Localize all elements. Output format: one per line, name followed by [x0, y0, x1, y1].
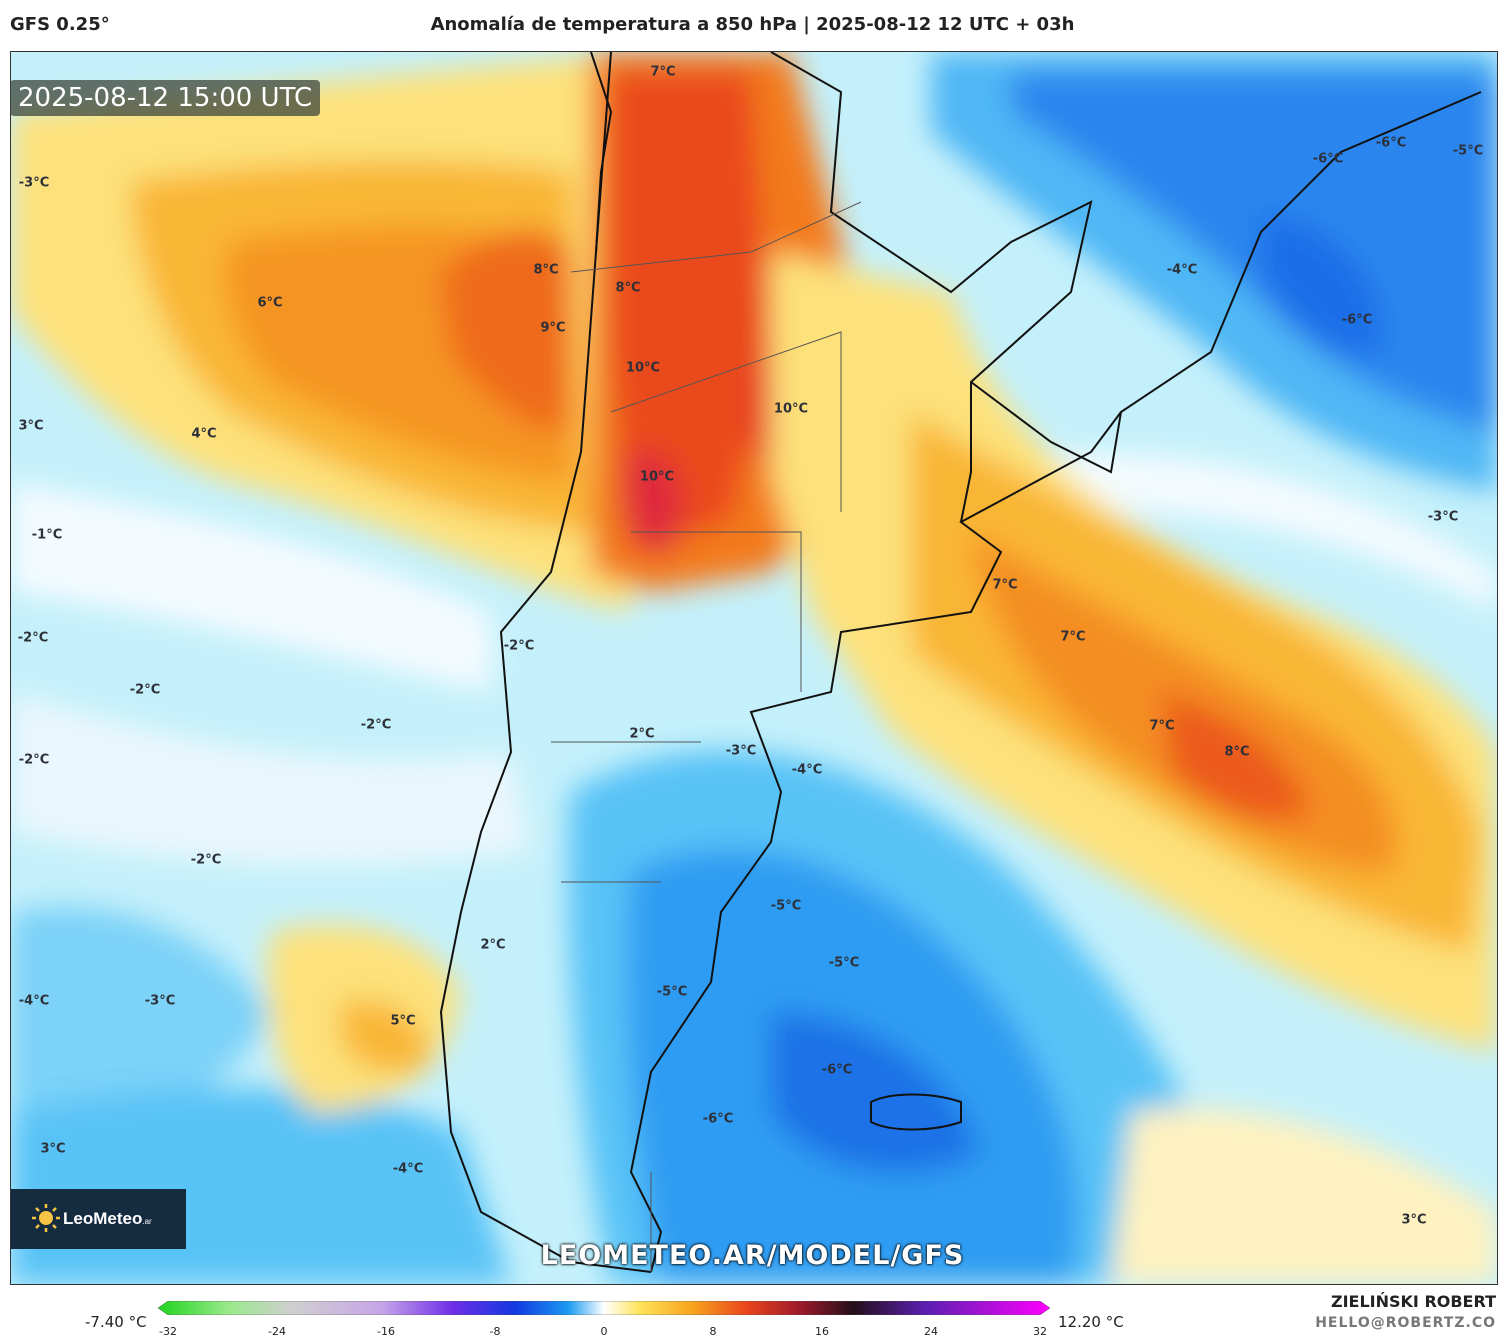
anomaly-field [11, 52, 1497, 1284]
isotherm-label: -4°C [18, 993, 50, 1009]
isotherm-label: 10°C [625, 360, 661, 376]
isotherm-label: 7°C [650, 64, 676, 80]
colorbar-tick-label: 0 [600, 1325, 608, 1338]
isotherm-label: -2°C [503, 638, 535, 654]
falkland-islands [870, 1093, 962, 1131]
isotherm-label: -3°C [725, 743, 757, 759]
isotherm-label: 7°C [1149, 718, 1175, 734]
colorbar-tick-label: 32 [1033, 1325, 1047, 1338]
sun-icon [32, 1204, 60, 1232]
colorbar-tick-label: -32 [159, 1325, 177, 1338]
colorbar-min-label: -7.40 °C [85, 1313, 147, 1331]
colorbar-tick-label: 24 [924, 1325, 938, 1338]
isotherm-label: -6°C [1312, 151, 1344, 167]
model-name: GFS 0.25° [10, 14, 110, 35]
isotherm-label: 2°C [629, 726, 655, 742]
isotherm-label: 7°C [992, 577, 1018, 593]
isotherm-label: -3°C [18, 175, 50, 191]
isotherm-label: -6°C [1375, 135, 1407, 151]
isotherm-label: -5°C [656, 984, 688, 1000]
map-title: Anomalía de temperatura a 850 hPa | 2025… [430, 14, 1075, 35]
colorbar [158, 1301, 1050, 1315]
colorbar-tick-label: -16 [377, 1325, 395, 1338]
author-name: ZIELIŃSKI ROBERT [1330, 1292, 1496, 1311]
isotherm-label: -6°C [702, 1111, 734, 1127]
isotherm-label: 3°C [18, 418, 44, 434]
logo-wordmark: LeoMeteo.ar [63, 1209, 152, 1228]
isotherm-label: -6°C [821, 1062, 853, 1078]
isotherm-label: 7°C [1060, 629, 1086, 645]
isotherm-label: 9°C [540, 320, 566, 336]
colorbar-max-label: 12.20 °C [1058, 1313, 1124, 1331]
isotherm-label: -3°C [1427, 509, 1459, 525]
isotherm-label: -2°C [129, 682, 161, 698]
isotherm-label: -2°C [17, 630, 49, 646]
colorbar-tick-label: -8 [489, 1325, 501, 1338]
isotherm-label: -2°C [190, 852, 222, 868]
colorbar-tick-label: 16 [815, 1325, 829, 1338]
isotherm-label: -5°C [770, 898, 802, 914]
isotherm-label: -6°C [1341, 312, 1373, 328]
isotherm-label: 4°C [191, 426, 217, 442]
valid-time-stamp: 2025-08-12 15:00 UTC [10, 80, 321, 116]
isotherm-label: -4°C [392, 1161, 424, 1177]
isotherm-label: -2°C [360, 717, 392, 733]
isotherm-label: -2°C [18, 752, 50, 768]
isotherm-label: -4°C [791, 762, 823, 778]
isotherm-label: -5°C [1452, 143, 1484, 159]
isotherm-label: -3°C [144, 993, 176, 1009]
isotherm-label: 2°C [480, 937, 506, 953]
model-url-watermark: LEOMETEO.AR/MODEL/GFS [540, 1240, 965, 1271]
isotherm-label: -4°C [1166, 262, 1198, 278]
author-email: HELLO@ROBERTZ.CO [1315, 1315, 1496, 1331]
isotherm-label: 3°C [1401, 1212, 1427, 1228]
isotherm-label: 10°C [639, 469, 675, 485]
leometeo-logo: LeoMeteo.ar [11, 1189, 186, 1249]
isotherm-label: 8°C [615, 280, 641, 296]
colorbar-tick-label: 8 [709, 1325, 717, 1338]
isotherm-label: 8°C [533, 262, 559, 278]
map-area: 7°C 8°C 9°C 8°C 10°C 10°C 10°C 6°C -3°C 3°C 4°C -1°… [10, 51, 1498, 1285]
isotherm-label: 5°C [390, 1013, 416, 1029]
isotherm-label: 8°C [1224, 744, 1250, 760]
isotherm-label: -5°C [828, 955, 860, 971]
isotherm-label: 6°C [257, 295, 283, 311]
isotherm-label: 10°C [773, 401, 809, 417]
isotherm-label: -1°C [31, 527, 63, 543]
isotherm-label: 3°C [40, 1141, 66, 1157]
colorbar-tick-label: -24 [268, 1325, 286, 1338]
